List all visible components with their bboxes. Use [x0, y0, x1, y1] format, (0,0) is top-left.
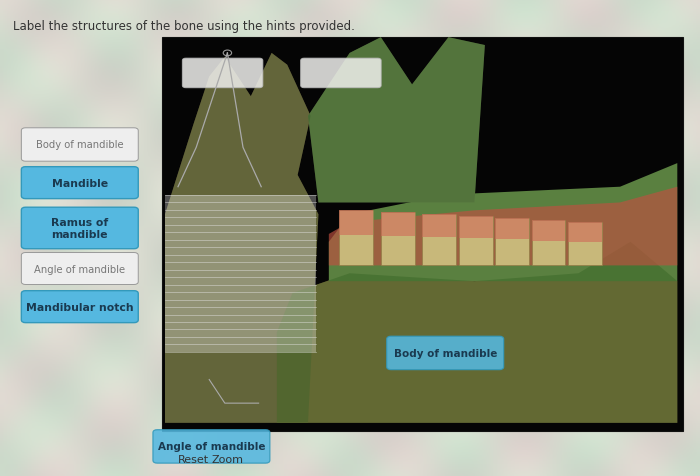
FancyBboxPatch shape [22, 291, 139, 323]
Bar [532, 221, 566, 241]
FancyBboxPatch shape [22, 208, 139, 249]
Bar [568, 223, 602, 266]
Bar [340, 211, 373, 236]
Bar [423, 215, 456, 266]
Bar [381, 213, 414, 266]
Polygon shape [329, 187, 678, 266]
Text: Reset: Reset [178, 455, 209, 464]
FancyBboxPatch shape [386, 337, 504, 370]
Polygon shape [308, 38, 485, 203]
Bar [340, 211, 373, 266]
Polygon shape [308, 38, 485, 203]
Bar [423, 215, 456, 238]
Bar [496, 219, 529, 266]
FancyBboxPatch shape [301, 59, 381, 89]
Text: Angle of mandible: Angle of mandible [158, 442, 265, 451]
Bar [162, 38, 682, 431]
Bar [459, 217, 493, 239]
Text: Body of mandible: Body of mandible [36, 140, 124, 150]
FancyBboxPatch shape [182, 59, 263, 89]
Text: Angle of mandible: Angle of mandible [34, 264, 125, 274]
FancyBboxPatch shape [22, 168, 139, 199]
FancyBboxPatch shape [153, 430, 270, 463]
Text: Zoom: Zoom [211, 455, 244, 464]
Polygon shape [329, 164, 678, 281]
Polygon shape [276, 242, 678, 423]
Text: Mandible: Mandible [52, 178, 108, 188]
Bar [459, 217, 493, 266]
Polygon shape [276, 242, 678, 423]
Text: Mandibular notch: Mandibular notch [26, 302, 134, 312]
FancyBboxPatch shape [22, 129, 139, 162]
FancyBboxPatch shape [22, 253, 139, 285]
Bar [532, 221, 566, 266]
Text: Body of mandible: Body of mandible [393, 348, 497, 358]
Bar [568, 223, 602, 242]
Bar [496, 219, 529, 240]
Text: Label the structures of the bone using the hints provided.: Label the structures of the bone using t… [13, 20, 354, 33]
Polygon shape [165, 54, 318, 423]
Bar [381, 213, 414, 237]
Polygon shape [165, 54, 318, 423]
Text: Ramus of
mandible: Ramus of mandible [51, 218, 108, 239]
Bar [165, 195, 316, 352]
